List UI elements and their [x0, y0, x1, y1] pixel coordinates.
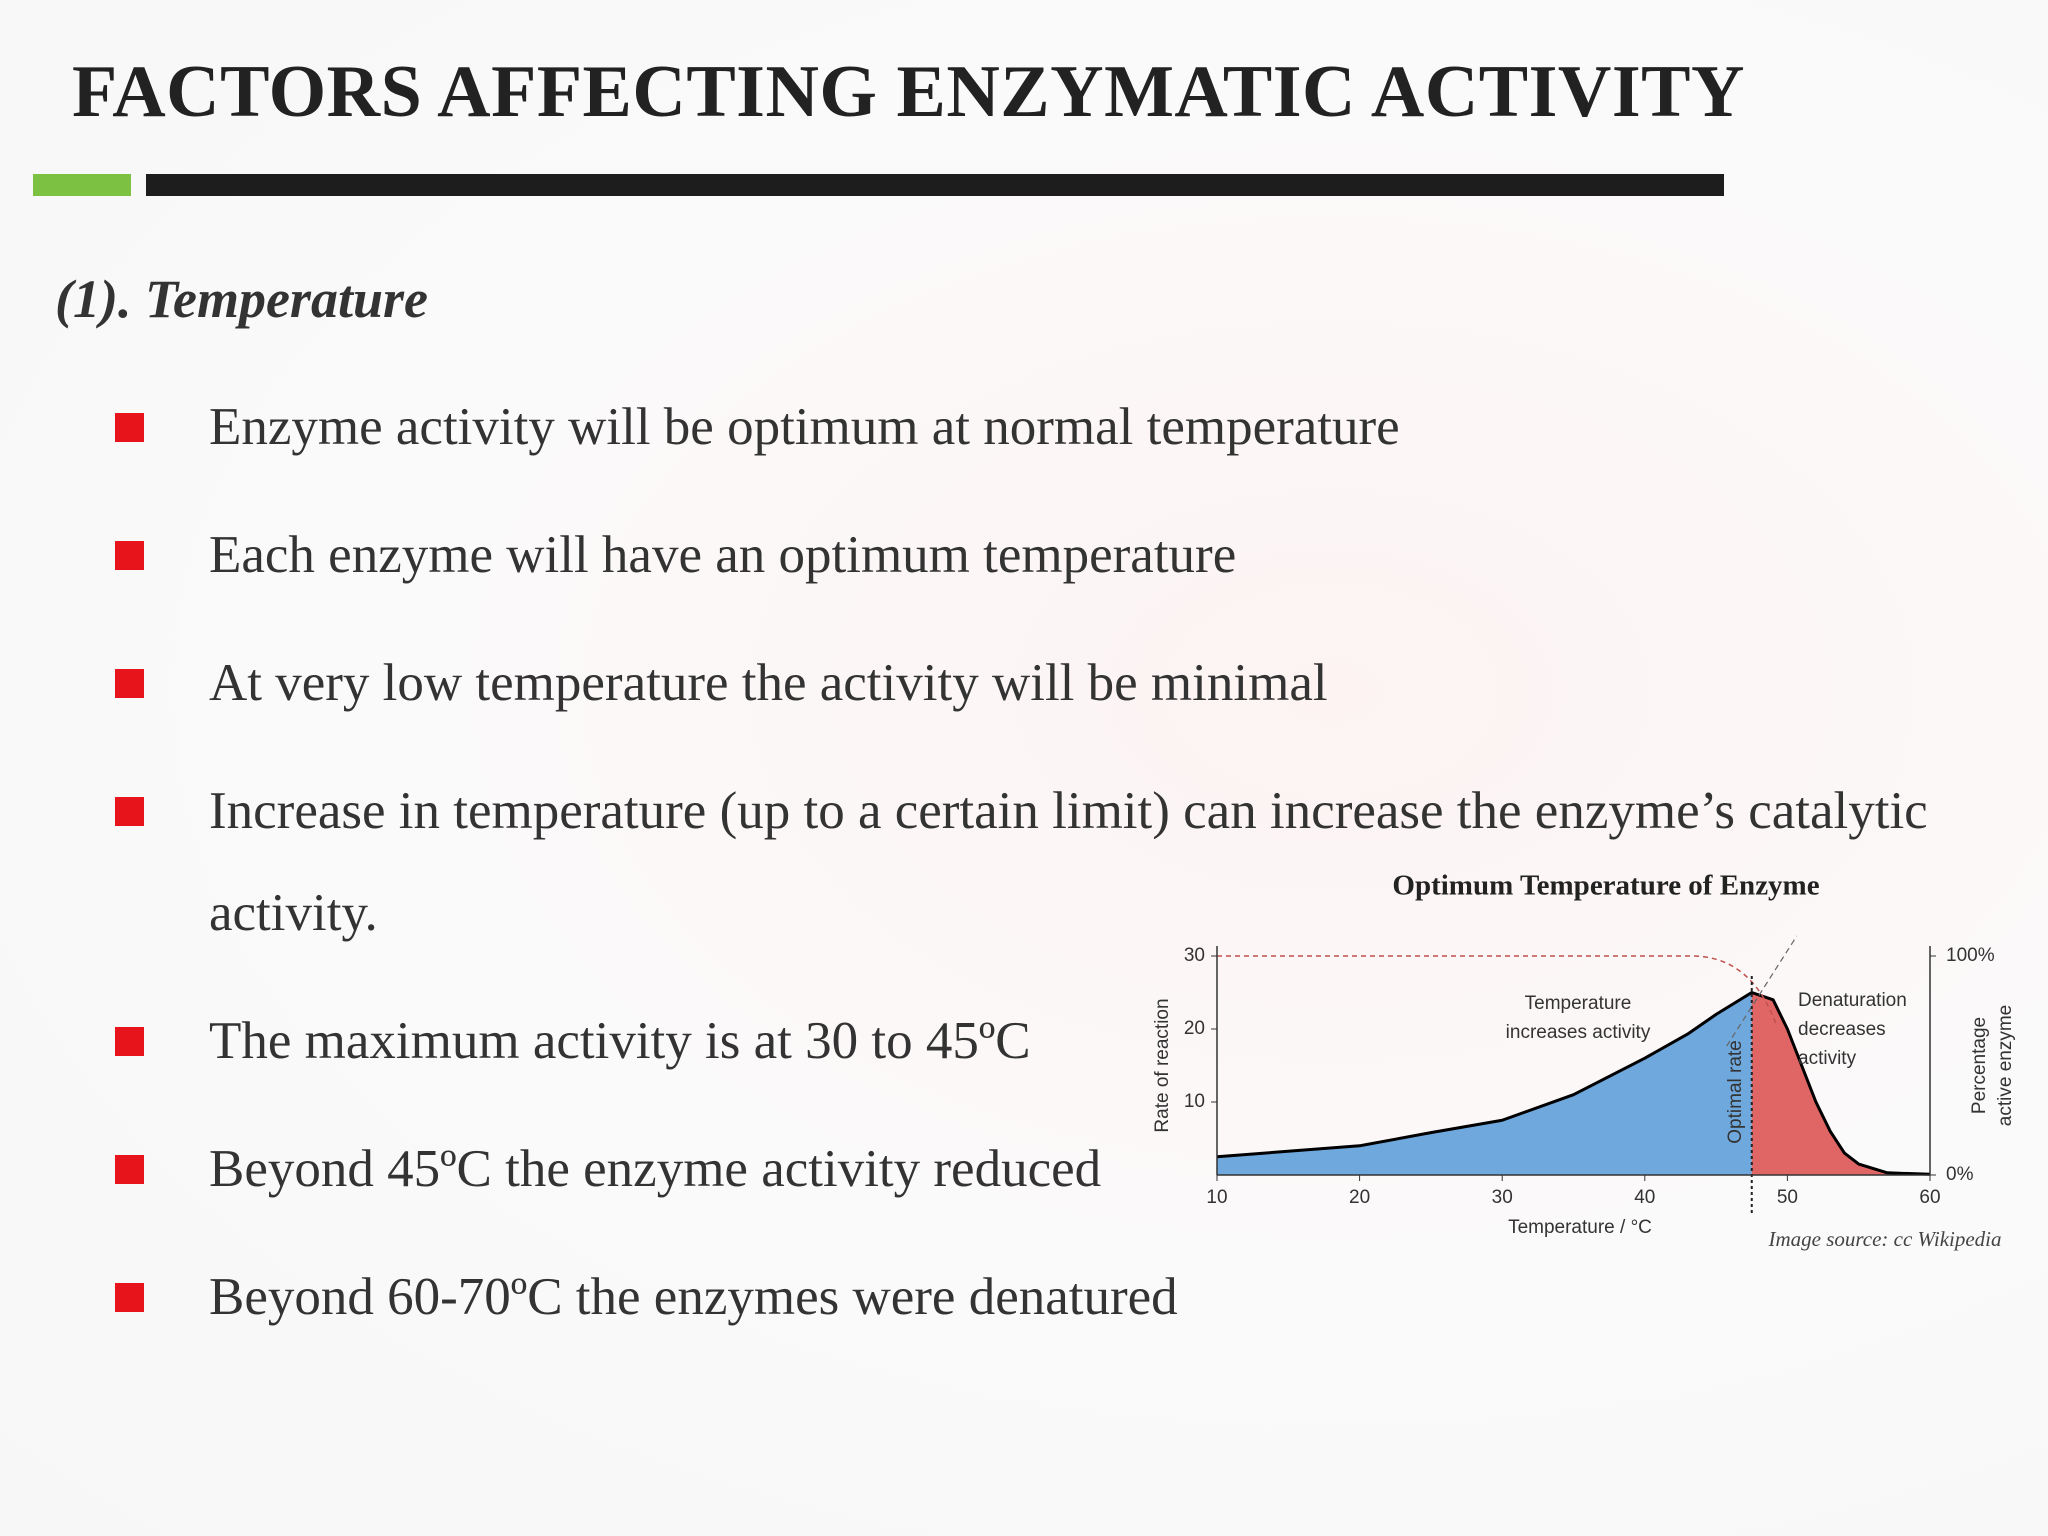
x-tick-label: 60: [1919, 1187, 1940, 1208]
optimum-label: Optimal rate: [1725, 1040, 1746, 1143]
area-falling: [1751, 992, 1930, 1175]
annotation: Denaturation: [1798, 990, 1907, 1011]
bullet-text: Each enzyme will have an optimum tempera…: [209, 526, 1237, 584]
annotation: decreases: [1798, 1019, 1886, 1040]
y2-axis-label: Percentage: [1969, 1017, 1990, 1114]
bullet-marker: [115, 669, 144, 698]
bullet-marker: [115, 1155, 144, 1184]
x-tick-label: 30: [1492, 1187, 1513, 1208]
bullet-marker: [115, 797, 144, 826]
bullet-marker: [115, 1283, 144, 1312]
bullet-text: Increase in temperature (up to a certain…: [209, 782, 1928, 942]
max-potential-line: [1217, 955, 1778, 1027]
y2-axis-label: active enzyme: [1995, 1005, 2016, 1126]
area-rising: [1217, 992, 1752, 1175]
bullet-text: At very low temperature the activity wil…: [209, 654, 1328, 712]
y-tick-label: 30: [1184, 945, 1205, 966]
annotation: Temperature: [1525, 993, 1632, 1014]
bullet-text: Beyond 45ºC the enzyme activity reduced: [209, 1140, 1102, 1198]
curve: [1216, 991, 1931, 1176]
x-tick-label: 40: [1634, 1187, 1655, 1208]
x-tick-label: 10: [1206, 1187, 1227, 1208]
image-source: Image source: cc Wikipedia: [1767, 1227, 2001, 1251]
bullet-marker: [115, 1027, 144, 1056]
bullet-text: Beyond 60-70ºC the enzymes were denature…: [209, 1268, 1178, 1326]
annotation: activity: [1798, 1048, 1857, 1069]
bullet-marker: [115, 541, 144, 570]
y2-tick-label: 100%: [1946, 945, 1995, 966]
section-title: (1). Temperature: [55, 269, 428, 329]
chart-title: Optimum Temperature of Enzyme: [1392, 870, 1819, 902]
y-tick-label: 10: [1184, 1091, 1205, 1112]
x-tick-label: 20: [1349, 1187, 1370, 1208]
bullet-text: Enzyme activity will be optimum at norma…: [209, 398, 1400, 456]
annotation: increases activity: [1506, 1022, 1651, 1043]
accent-bar: [33, 174, 131, 196]
bullet-marker: [115, 413, 144, 442]
trend-extension: [1726, 935, 1798, 1047]
x-tick-label: 50: [1777, 1187, 1798, 1208]
x-axis-label: Temperature / °C: [1508, 1217, 1652, 1238]
bullet-text: The maximum activity is at 30 to 45ºC: [209, 1012, 1031, 1070]
slide-title: FACTORS AFFECTING ENZYMATIC ACTIVITY: [72, 51, 1745, 133]
y-axis-label: Rate of reaction: [1152, 998, 1173, 1132]
y-tick-label: 20: [1184, 1018, 1205, 1039]
title-rule: [146, 174, 1724, 196]
y2-tick-label: 0%: [1946, 1164, 1974, 1185]
